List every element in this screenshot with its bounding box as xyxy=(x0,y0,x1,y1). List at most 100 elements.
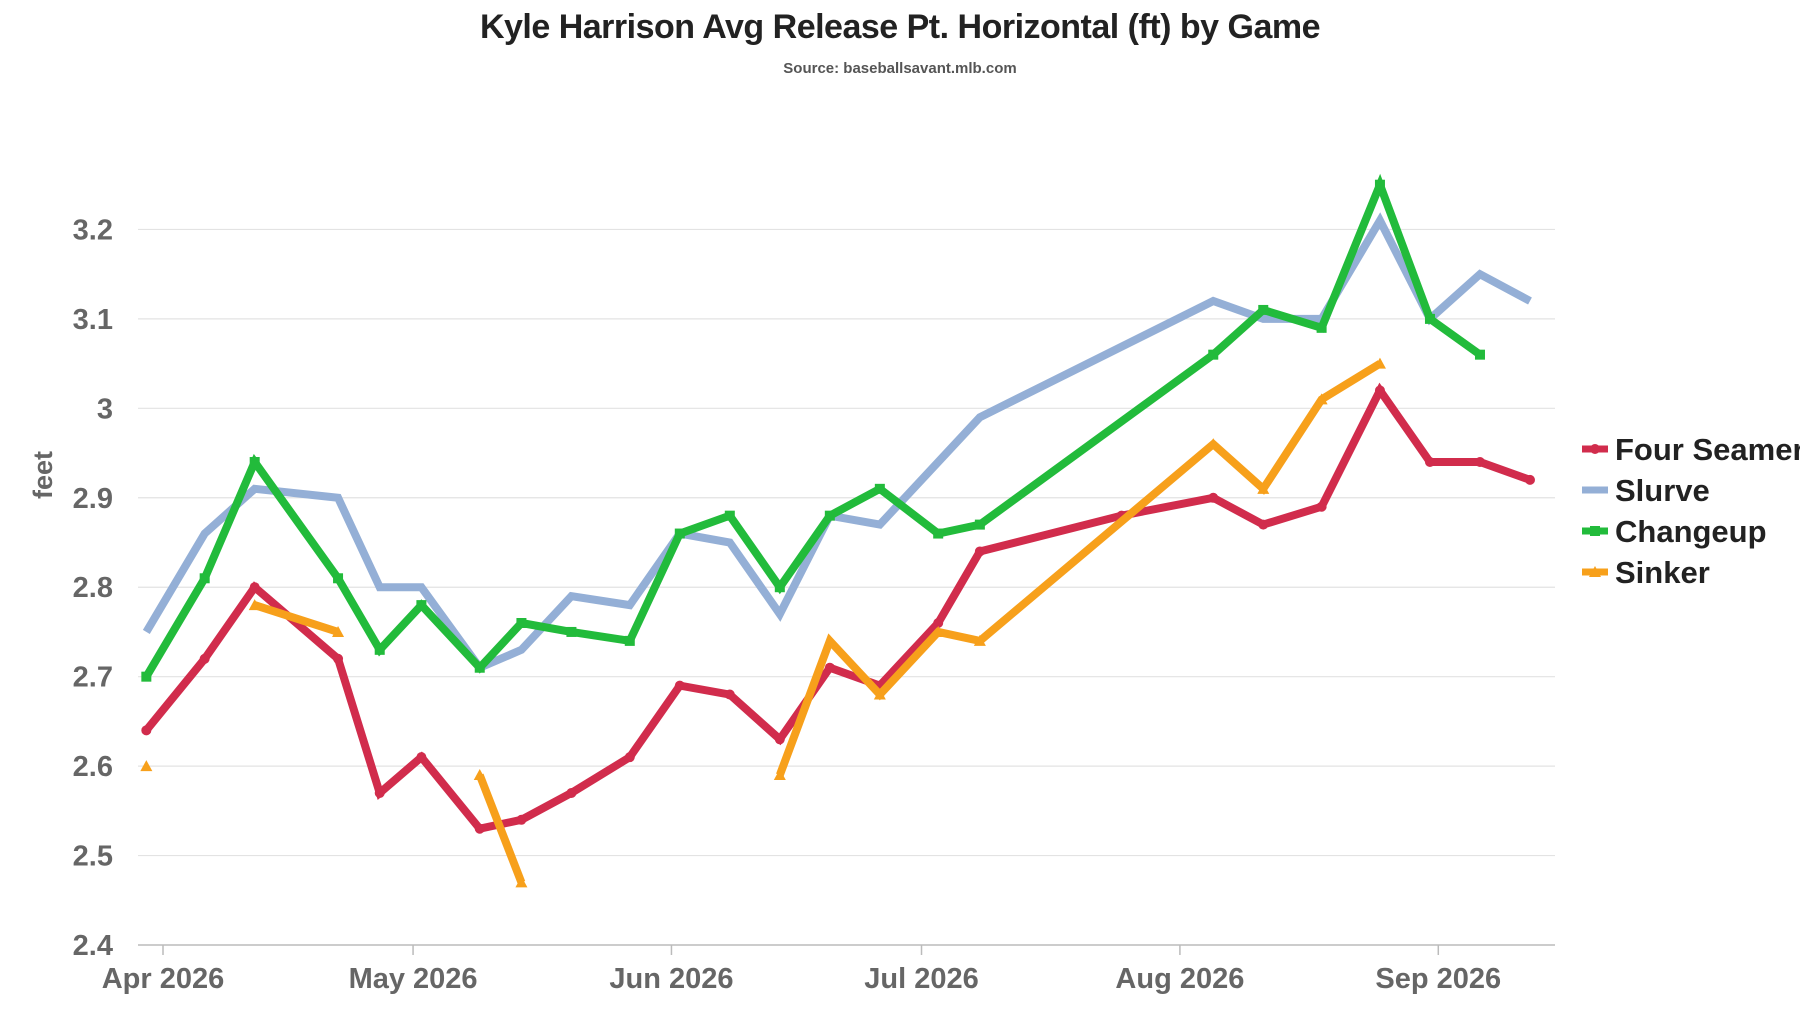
data-point xyxy=(674,680,685,691)
data-point xyxy=(1424,313,1435,324)
data-point xyxy=(774,734,785,745)
series-line-sinker xyxy=(476,773,526,884)
data-point xyxy=(516,814,527,825)
legend-item-changeup: Changeup xyxy=(1582,514,1767,549)
data-point xyxy=(624,635,635,646)
data-point xyxy=(774,582,785,593)
data-point xyxy=(249,457,260,467)
data-point xyxy=(873,688,886,700)
data-point xyxy=(249,582,260,593)
y-axis-label: feet xyxy=(28,451,58,499)
data-point xyxy=(874,483,885,494)
y-tick-label: 2.7 xyxy=(73,662,113,694)
data-point xyxy=(140,760,153,772)
data-point xyxy=(199,653,210,664)
grid-lines xyxy=(138,228,1555,857)
data-point xyxy=(333,653,344,664)
data-point xyxy=(515,876,528,888)
x-tick-label: May 2026 xyxy=(349,963,478,995)
data-point xyxy=(724,510,735,521)
data-point xyxy=(973,634,986,646)
data-point xyxy=(1207,438,1220,450)
data-point xyxy=(1524,474,1535,485)
data-point xyxy=(1589,566,1601,577)
series-sinker xyxy=(140,357,1386,888)
data-point xyxy=(1590,444,1600,454)
legend-item-sinker: Sinker xyxy=(1582,555,1710,590)
data-point xyxy=(199,573,210,584)
data-point xyxy=(1474,349,1485,360)
data-point xyxy=(416,752,427,763)
series-line-sinker xyxy=(776,360,1383,777)
data-point xyxy=(624,752,635,763)
data-point xyxy=(374,787,385,798)
legend: Four Seamer Slurve Changeup Sinker xyxy=(1582,432,1800,590)
data-point xyxy=(474,662,485,673)
data-point xyxy=(773,769,786,781)
data-point xyxy=(1374,179,1385,190)
series-line-sinker xyxy=(253,601,340,636)
y-tick-label: 2.9 xyxy=(73,483,113,515)
series-line-changeup xyxy=(142,173,1483,679)
data-point xyxy=(1208,349,1219,360)
data-point xyxy=(974,519,985,530)
series-four-seamer xyxy=(141,382,1535,834)
data-point xyxy=(1258,519,1269,530)
data-point xyxy=(1315,393,1328,405)
chart-subtitle: Source: baseballsavant.mlb.com xyxy=(783,60,1017,77)
data-point xyxy=(1257,482,1270,494)
data-point xyxy=(824,662,835,673)
data-point xyxy=(1373,357,1386,369)
axes: 2.4 2.5 2.6 2.7 2.8 2.9 3 3.1 3.2 Apr 2026 May 202… xyxy=(73,214,1555,995)
data-point xyxy=(1258,304,1269,315)
y-tick-label: 3 xyxy=(97,393,113,425)
data-point xyxy=(332,625,345,637)
x-tick-label: Sep 2026 xyxy=(1375,963,1501,995)
legend-label: Sinker xyxy=(1615,555,1710,590)
legend-item-slurve: Slurve xyxy=(1582,473,1710,508)
data-point xyxy=(1316,501,1327,512)
data-point xyxy=(333,573,344,584)
y-tick-label: 2.4 xyxy=(73,930,113,962)
data-point xyxy=(1424,457,1435,467)
data-point xyxy=(933,618,944,628)
data-point xyxy=(416,600,427,611)
data-point xyxy=(516,618,527,628)
y-tick-label: 2.8 xyxy=(73,572,113,604)
legend-item-four-seamer: Four Seamer xyxy=(1582,432,1800,467)
y-tick-label: 3.2 xyxy=(73,214,113,246)
data-point xyxy=(932,625,945,637)
data-point xyxy=(1374,385,1385,396)
data-point xyxy=(473,769,486,781)
data-point xyxy=(141,671,152,682)
data-point xyxy=(823,634,836,646)
data-point xyxy=(474,823,485,834)
y-tick-label: 2.6 xyxy=(73,751,113,783)
legend-label: Four Seamer xyxy=(1615,432,1800,467)
data-point xyxy=(824,510,835,521)
data-point xyxy=(566,787,577,798)
data-point xyxy=(1474,457,1485,467)
data-point xyxy=(674,528,685,539)
data-point xyxy=(933,528,944,539)
data-point xyxy=(141,725,152,736)
data-point xyxy=(1316,322,1327,333)
series-lines xyxy=(140,173,1535,888)
y-tick-label: 2.5 xyxy=(73,841,113,873)
x-tick-label: Aug 2026 xyxy=(1115,963,1244,995)
legend-label: Changeup xyxy=(1615,514,1767,549)
data-point xyxy=(724,689,735,700)
data-point xyxy=(974,546,985,557)
y-tick-label: 3.1 xyxy=(73,304,113,336)
series-changeup xyxy=(141,173,1485,682)
legend-label: Slurve xyxy=(1615,473,1710,508)
data-point xyxy=(248,599,261,611)
x-tick-label: Jun 2026 xyxy=(609,963,733,995)
data-point xyxy=(1590,526,1600,536)
data-point xyxy=(374,644,385,655)
x-tick-label: Jul 2026 xyxy=(864,963,978,995)
chart-title: Kyle Harrison Avg Release Pt. Horizontal… xyxy=(479,8,1321,46)
data-point xyxy=(1208,492,1219,503)
x-tick-label: Apr 2026 xyxy=(102,963,225,995)
